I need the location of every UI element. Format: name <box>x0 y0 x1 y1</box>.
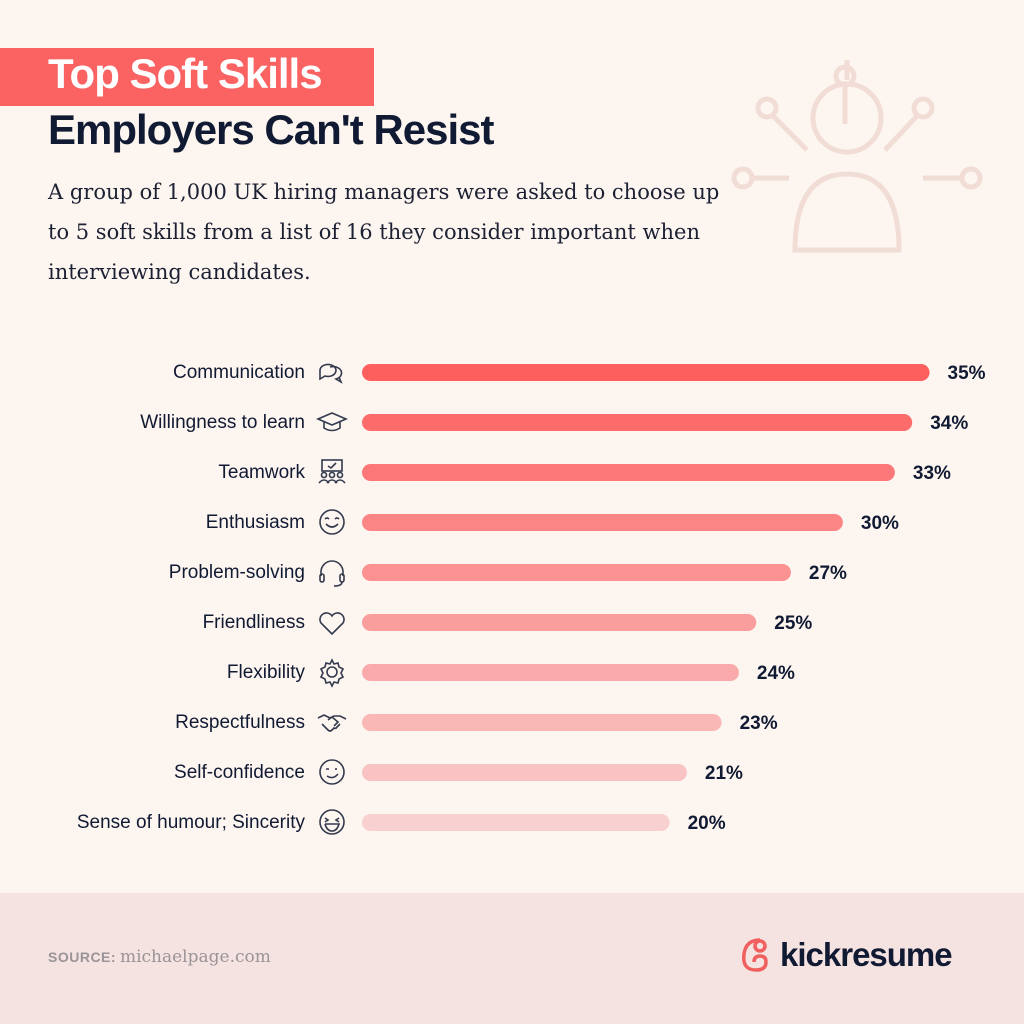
value-label: 24% <box>757 663 795 684</box>
bar-row: Friendliness 25% <box>203 612 812 636</box>
headset-icon <box>319 560 345 587</box>
bar-row: Problem-solving 27% <box>169 560 847 587</box>
bar <box>362 464 895 481</box>
title-line-1: Top Soft Skills <box>48 50 323 97</box>
title-line-2: Employers Can't Resist <box>48 106 494 153</box>
value-label: 25% <box>774 613 812 634</box>
bar <box>362 664 739 681</box>
bar <box>362 564 791 581</box>
network-person-icon <box>731 60 983 253</box>
team-board-icon <box>318 459 346 484</box>
bar-row: Enthusiasm 30% <box>206 509 899 535</box>
smile-icon <box>319 509 345 535</box>
source: SOURCE: michaelpage.com <box>48 947 271 967</box>
category-label: Flexibility <box>227 662 306 683</box>
bar <box>362 364 930 381</box>
category-label: Sense of humour; Sincerity <box>77 812 306 833</box>
bar-row: Self-confidence 21% <box>174 759 743 785</box>
source-label: SOURCE: <box>48 949 117 965</box>
category-label: Friendliness <box>203 612 305 633</box>
bar <box>362 814 670 831</box>
laugh-icon <box>319 809 345 835</box>
bar <box>362 414 913 431</box>
brand-logo: kickresume <box>738 936 953 974</box>
handshake-icon <box>317 714 347 732</box>
category-label: Willingness to learn <box>140 412 305 433</box>
bar-row: Flexibility 24% <box>227 658 795 688</box>
bar <box>362 514 843 531</box>
bar-row: Respectfulness 23% <box>175 712 778 734</box>
bar-row: Teamwork 33% <box>218 459 951 484</box>
speech-bubbles-icon <box>319 363 343 384</box>
category-label: Self-confidence <box>174 762 305 783</box>
value-label: 21% <box>705 763 743 784</box>
category-label: Teamwork <box>218 462 305 483</box>
category-label: Communication <box>173 362 305 383</box>
bar-row: Willingness to learn 34% <box>140 412 968 434</box>
title-highlight <box>0 48 374 106</box>
value-label: 33% <box>913 463 951 484</box>
bar-row: Communication 35% <box>173 362 986 384</box>
bar <box>362 614 757 631</box>
subtitle: A group of 1,000 UK hiring managers were… <box>48 180 720 284</box>
bar <box>362 764 687 781</box>
bar-chart: Communication 35% Willingness to learn 34% T… <box>77 362 986 835</box>
category-label: Enthusiasm <box>206 512 305 533</box>
value-label: 27% <box>809 563 847 584</box>
source-link[interactable]: michaelpage.com <box>119 947 271 967</box>
value-label: 30% <box>861 513 899 534</box>
category-label: Problem-solving <box>169 562 305 583</box>
value-label: 23% <box>740 713 778 734</box>
brand-name: kickresume <box>780 936 953 973</box>
gear-icon <box>319 658 345 688</box>
category-label: Respectfulness <box>175 712 305 733</box>
footer <box>0 893 1024 1024</box>
wink-icon <box>319 759 345 785</box>
value-label: 35% <box>948 363 986 384</box>
graduation-cap-icon <box>315 412 349 432</box>
bar <box>362 714 722 731</box>
value-label: 34% <box>930 413 968 434</box>
bar-row: Sense of humour; Sincerity 20% <box>77 809 726 835</box>
heart-icon <box>319 612 345 636</box>
value-label: 20% <box>688 813 726 834</box>
kickresume-logo-icon <box>742 938 768 972</box>
